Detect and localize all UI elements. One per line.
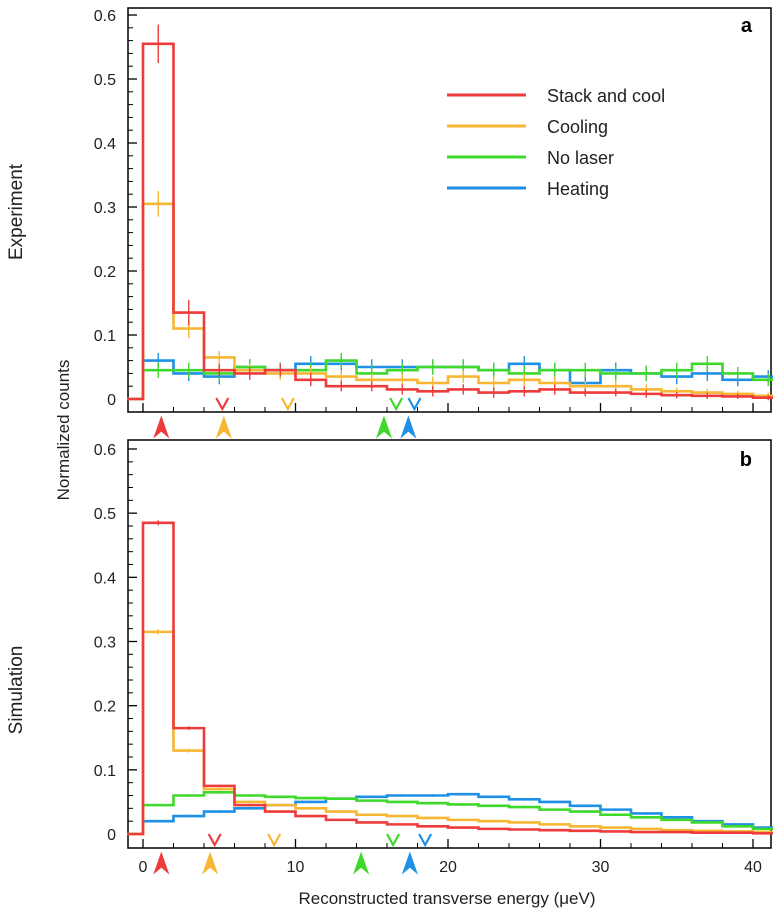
panel-a-frame (127, 7, 772, 413)
x-axis-label: Reconstructed transverse energy (μeV) (298, 889, 595, 908)
panel-b-series (127, 520, 773, 836)
panel-b: 0 0.1 0.2 0.3 0.4 0.5 0.6 b Simulation (6, 439, 773, 875)
x-tick-label: 30 (592, 859, 610, 876)
panel-a-letter: a (741, 15, 753, 37)
panel-a-side-label: Experiment (6, 163, 27, 260)
panel-a-series (127, 24, 773, 401)
x-tick-label: 10 (287, 859, 305, 876)
y-tick-label: 0.6 (94, 8, 116, 25)
panel-a-y-ticks: 0 0.1 0.2 0.3 0.4 0.5 0.6 (94, 8, 754, 412)
series-line-stack-and-cool (127, 521, 773, 836)
legend-label-stack-and-cool: Stack and cool (547, 86, 665, 106)
mean-marker-no-laser (375, 415, 393, 439)
panel-b-y-ticks: 0 0.1 0.2 0.3 0.4 0.5 0.6 (94, 442, 754, 848)
y-tick-label: 0.5 (94, 506, 116, 523)
y-tick-label: 0.4 (94, 570, 116, 587)
peak-marker-stack-and-cool (207, 833, 222, 848)
x-tick-label: 0 (139, 859, 148, 876)
x-axis: 0 10 20 30 40 (139, 859, 762, 876)
mean-marker-no-laser (352, 851, 370, 875)
peak-marker-no-laser (389, 397, 404, 412)
y-tick-label: 0 (107, 392, 116, 409)
mean-marker-stack-and-cool (153, 851, 170, 875)
y-tick-label: 0 (107, 827, 116, 844)
legend-label-heating: Heating (547, 179, 609, 199)
y-axis-label: Normalized counts (54, 360, 73, 501)
peak-marker-cooling (267, 833, 282, 848)
mean-marker-cooling (215, 415, 232, 439)
y-tick-label: 0.2 (94, 699, 116, 716)
peak-marker-cooling (280, 397, 295, 412)
y-tick-label: 0.1 (94, 328, 116, 345)
panel-a: 0 0.1 0.2 0.3 0.4 0.5 0.6 a Experiment (6, 7, 773, 439)
legend: Stack and cool Cooling No laser Heating (447, 86, 665, 199)
mean-marker-heating (401, 851, 418, 875)
panel-b-frame (127, 439, 772, 849)
panel-b-side-label: Simulation (6, 646, 27, 735)
mean-marker-cooling (202, 851, 219, 875)
x-tick-label: 40 (744, 859, 762, 876)
panel-b-letter: b (740, 449, 752, 471)
x-tick-label: 20 (439, 859, 457, 876)
mean-marker-stack-and-cool (153, 415, 170, 439)
mean-marker-heating (400, 415, 417, 439)
peak-marker-stack-and-cool (215, 397, 230, 412)
peak-marker-no-laser (386, 833, 401, 848)
y-tick-label: 0.4 (94, 136, 116, 153)
y-tick-label: 0.2 (94, 264, 116, 281)
peak-marker-heating (407, 397, 422, 412)
y-tick-label: 0.3 (94, 635, 116, 652)
legend-label-cooling: Cooling (547, 117, 608, 137)
y-tick-label: 0.3 (94, 200, 116, 217)
panel-a-markers (153, 397, 422, 439)
legend-label-no-laser: No laser (547, 148, 614, 168)
peak-marker-heating (418, 833, 433, 848)
y-tick-label: 0.1 (94, 763, 116, 780)
panel-b-markers (153, 833, 433, 875)
series-line-stack-and-cool (127, 42, 773, 401)
y-tick-label: 0.5 (94, 72, 116, 89)
y-tick-label: 0.6 (94, 442, 116, 459)
